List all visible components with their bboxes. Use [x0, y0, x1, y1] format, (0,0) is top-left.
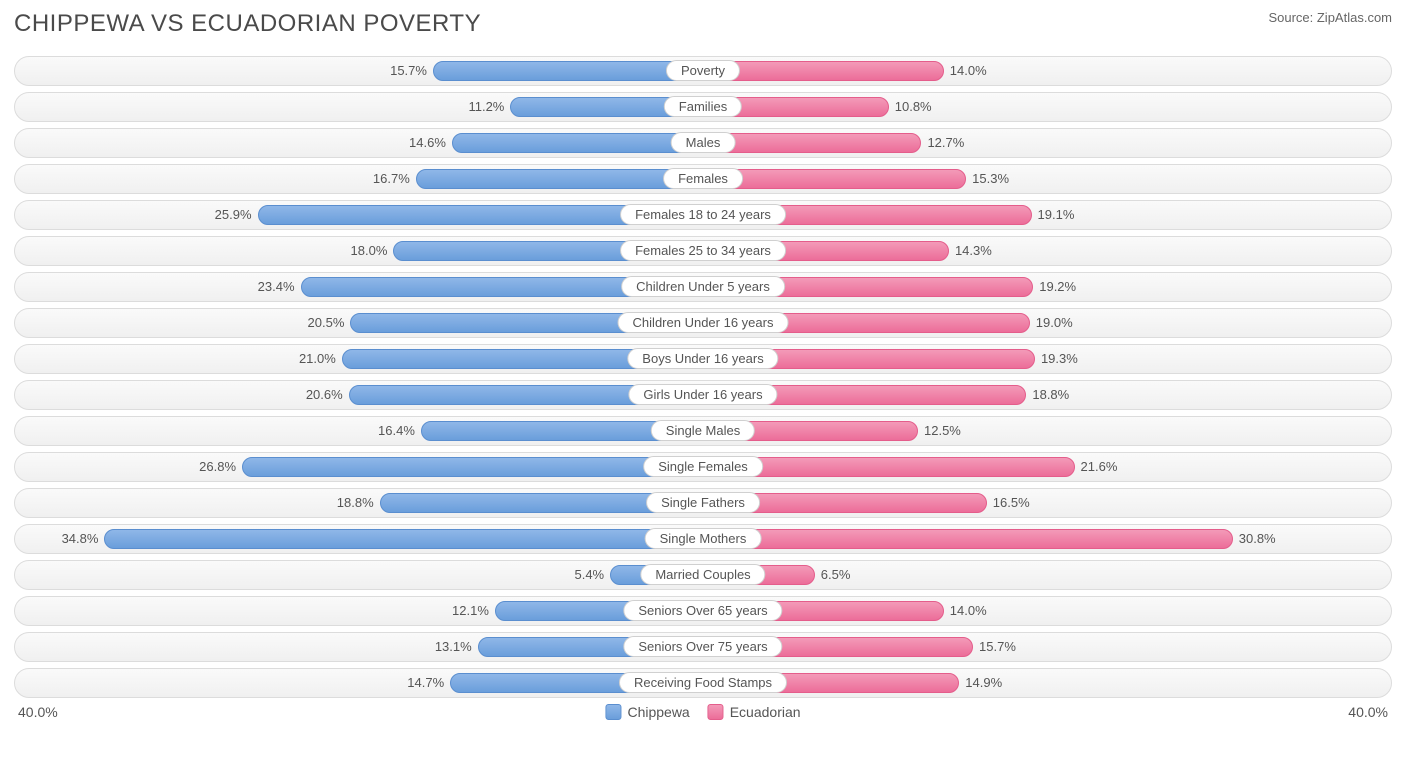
- value-right: 18.8%: [1026, 385, 1069, 405]
- bar-left: [104, 529, 703, 549]
- value-right: 16.5%: [987, 493, 1030, 513]
- chart-row: 18.8% 16.5% Single Fathers: [14, 488, 1392, 518]
- category-label: Poverty: [666, 60, 740, 81]
- chart-row: 5.4% 6.5% Married Couples: [14, 560, 1392, 590]
- value-left: 26.8%: [199, 457, 242, 477]
- value-left: 23.4%: [258, 277, 301, 297]
- chart-row: 16.4% 12.5% Single Males: [14, 416, 1392, 446]
- value-right: 19.2%: [1033, 277, 1076, 297]
- chart-row: 16.7% 15.3% Females: [14, 164, 1392, 194]
- category-label: Seniors Over 65 years: [623, 600, 782, 621]
- category-label: Married Couples: [640, 564, 765, 585]
- value-right: 14.0%: [944, 61, 987, 81]
- category-label: Males: [671, 132, 736, 153]
- chart-source: Source: ZipAtlas.com: [1268, 10, 1392, 25]
- category-label: Receiving Food Stamps: [619, 672, 787, 693]
- category-label: Females 25 to 34 years: [620, 240, 786, 261]
- chart-row: 34.8% 30.8% Single Mothers: [14, 524, 1392, 554]
- value-left: 16.7%: [373, 169, 416, 189]
- bar-left: [433, 61, 703, 81]
- category-label: Boys Under 16 years: [627, 348, 778, 369]
- value-left: 12.1%: [452, 601, 495, 621]
- axis-max-left: 40.0%: [18, 704, 58, 720]
- bar-left: [242, 457, 703, 477]
- chart-row: 26.8% 21.6% Single Females: [14, 452, 1392, 482]
- value-left: 14.6%: [409, 133, 452, 153]
- value-right: 19.3%: [1035, 349, 1078, 369]
- bar-right: [703, 529, 1233, 549]
- legend-item-left: Chippewa: [605, 704, 689, 720]
- value-right: 15.7%: [973, 637, 1016, 657]
- value-left: 34.8%: [62, 529, 105, 549]
- chart-row: 13.1% 15.7% Seniors Over 75 years: [14, 632, 1392, 662]
- value-right: 12.7%: [921, 133, 964, 153]
- chart-row: 21.0% 19.3% Boys Under 16 years: [14, 344, 1392, 374]
- category-label: Girls Under 16 years: [628, 384, 777, 405]
- category-label: Females 18 to 24 years: [620, 204, 786, 225]
- value-left: 20.6%: [306, 385, 349, 405]
- legend-label-left: Chippewa: [627, 704, 689, 720]
- category-label: Children Under 5 years: [621, 276, 785, 297]
- chart-row: 23.4% 19.2% Children Under 5 years: [14, 272, 1392, 302]
- value-right: 14.9%: [959, 673, 1002, 693]
- chart-row: 20.5% 19.0% Children Under 16 years: [14, 308, 1392, 338]
- chart-row: 12.1% 14.0% Seniors Over 65 years: [14, 596, 1392, 626]
- bar-right: [703, 133, 921, 153]
- value-left: 14.7%: [407, 673, 450, 693]
- value-right: 15.3%: [966, 169, 1009, 189]
- value-right: 21.6%: [1075, 457, 1118, 477]
- axis-max-right: 40.0%: [1348, 704, 1388, 720]
- category-label: Children Under 16 years: [618, 312, 789, 333]
- value-left: 15.7%: [390, 61, 433, 81]
- category-label: Single Females: [643, 456, 763, 477]
- legend: Chippewa Ecuadorian: [605, 704, 800, 720]
- category-label: Single Mothers: [645, 528, 762, 549]
- chart-row: 18.0% 14.3% Females 25 to 34 years: [14, 236, 1392, 266]
- diverging-bar-chart: 15.7% 14.0% Poverty 11.2% 10.8% Families 14.6%…: [14, 56, 1392, 698]
- value-left: 18.8%: [337, 493, 380, 513]
- category-label: Single Fathers: [646, 492, 760, 513]
- chart-row: 14.6% 12.7% Males: [14, 128, 1392, 158]
- category-label: Seniors Over 75 years: [623, 636, 782, 657]
- chart-row: 15.7% 14.0% Poverty: [14, 56, 1392, 86]
- value-right: 10.8%: [889, 97, 932, 117]
- category-label: Females: [663, 168, 743, 189]
- legend-item-right: Ecuadorian: [708, 704, 801, 720]
- chart-row: 25.9% 19.1% Females 18 to 24 years: [14, 200, 1392, 230]
- bar-left: [452, 133, 703, 153]
- legend-swatch-right: [708, 704, 724, 720]
- value-left: 16.4%: [378, 421, 421, 441]
- chart-row: 20.6% 18.8% Girls Under 16 years: [14, 380, 1392, 410]
- chart-row: 11.2% 10.8% Families: [14, 92, 1392, 122]
- value-left: 21.0%: [299, 349, 342, 369]
- value-left: 25.9%: [215, 205, 258, 225]
- value-left: 13.1%: [435, 637, 478, 657]
- value-left: 18.0%: [351, 241, 394, 261]
- chart-title: CHIPPEWA VS ECUADORIAN POVERTY: [14, 10, 481, 38]
- category-label: Single Males: [651, 420, 755, 441]
- bar-left: [416, 169, 703, 189]
- value-right: 14.0%: [944, 601, 987, 621]
- chart-header: CHIPPEWA VS ECUADORIAN POVERTY Source: Z…: [14, 10, 1392, 38]
- chart-footer: 40.0% Chippewa Ecuadorian 40.0%: [14, 704, 1392, 728]
- value-right: 14.3%: [949, 241, 992, 261]
- legend-swatch-left: [605, 704, 621, 720]
- value-left: 20.5%: [308, 313, 351, 333]
- chart-row: 14.7% 14.9% Receiving Food Stamps: [14, 668, 1392, 698]
- value-left: 11.2%: [468, 97, 510, 117]
- value-left: 5.4%: [574, 565, 610, 585]
- value-right: 19.1%: [1032, 205, 1075, 225]
- legend-label-right: Ecuadorian: [730, 704, 801, 720]
- category-label: Families: [664, 96, 742, 117]
- value-right: 12.5%: [918, 421, 961, 441]
- value-right: 6.5%: [815, 565, 851, 585]
- value-right: 19.0%: [1030, 313, 1073, 333]
- value-right: 30.8%: [1233, 529, 1276, 549]
